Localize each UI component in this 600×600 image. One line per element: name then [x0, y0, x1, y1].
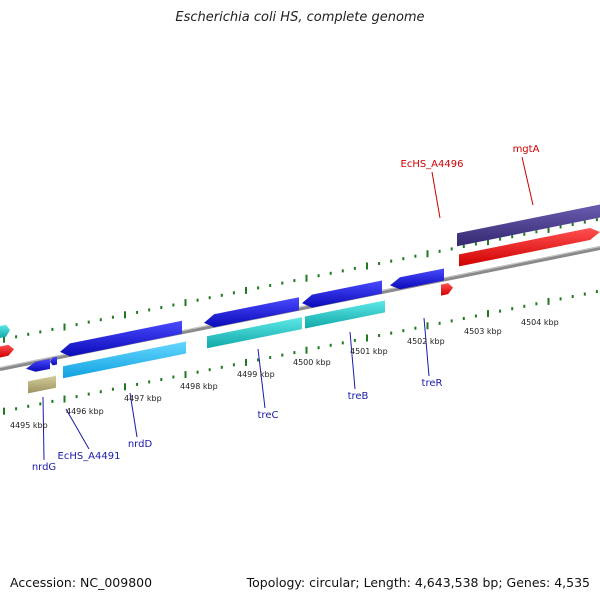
accession-label: Accession: NC_009800: [10, 575, 153, 590]
lower-tick-track: [3, 290, 598, 415]
gene-label-reverse: EcHS_A4491: [58, 451, 121, 462]
topology-label: Topology: circular; Length: 4,643,538 bp…: [246, 575, 590, 590]
gene-nrdG-arrow: [26, 358, 50, 372]
gene-treR-arrow: [390, 268, 444, 290]
kbp-label: 4495 kbp: [10, 421, 48, 430]
kbp-label: 4498 kbp: [180, 382, 218, 391]
gene-treC-arrow: [204, 297, 299, 328]
kbp-label: 4503 kbp: [464, 327, 502, 336]
kbp-label: 4499 kbp: [237, 370, 275, 379]
gene-leader-line: [129, 392, 138, 438]
gene-olive-block: [28, 375, 56, 394]
gene-partial-cyan: [0, 324, 10, 338]
kbp-label: 4496 kbp: [66, 407, 104, 416]
gene-lightblue-block: [63, 341, 186, 379]
gene-label-forward: mgtA: [513, 144, 540, 155]
kbp-label: 4500 kbp: [293, 358, 331, 367]
gene-leader-line: [257, 348, 266, 409]
kbp-label: 4501 kbp: [350, 347, 388, 356]
gene-leader-line: [423, 317, 430, 377]
kbp-label: 4504 kbp: [521, 318, 559, 327]
gene-label-reverse: nrdD: [128, 439, 153, 450]
gene-nrdD-arrow: [60, 320, 182, 357]
gene-purple-block: [457, 204, 600, 247]
gene-mgtA-arrow: [459, 228, 600, 267]
gene-label-reverse: nrdG: [32, 462, 56, 473]
gene-label-forward: EcHS_A4496: [401, 159, 464, 170]
gene-partial-red: [0, 344, 14, 358]
gene-leader-line: [521, 156, 534, 206]
kbp-label: 4497 kbp: [124, 394, 162, 403]
gene-leader-line: [431, 171, 441, 219]
gene-cyan-block-2: [305, 300, 385, 329]
gene-leader-line: [42, 396, 45, 461]
gene-EcHS_A4496-arrow: [441, 283, 453, 296]
kbp-label: 4502 kbp: [407, 337, 445, 346]
gene-treB-arrow: [302, 280, 382, 308]
gene-leader-line: [65, 408, 90, 450]
gene-cyan-block-1: [207, 317, 302, 349]
gene-EcHS_A4491-arrow: [50, 356, 57, 366]
genome-title: Escherichia coli HS, complete genome: [175, 10, 425, 25]
gene-label-reverse: treC: [258, 410, 279, 421]
gene-leader-line: [349, 331, 356, 390]
gene-label-reverse: treR: [422, 378, 443, 389]
gene-label-reverse: treB: [348, 391, 369, 402]
